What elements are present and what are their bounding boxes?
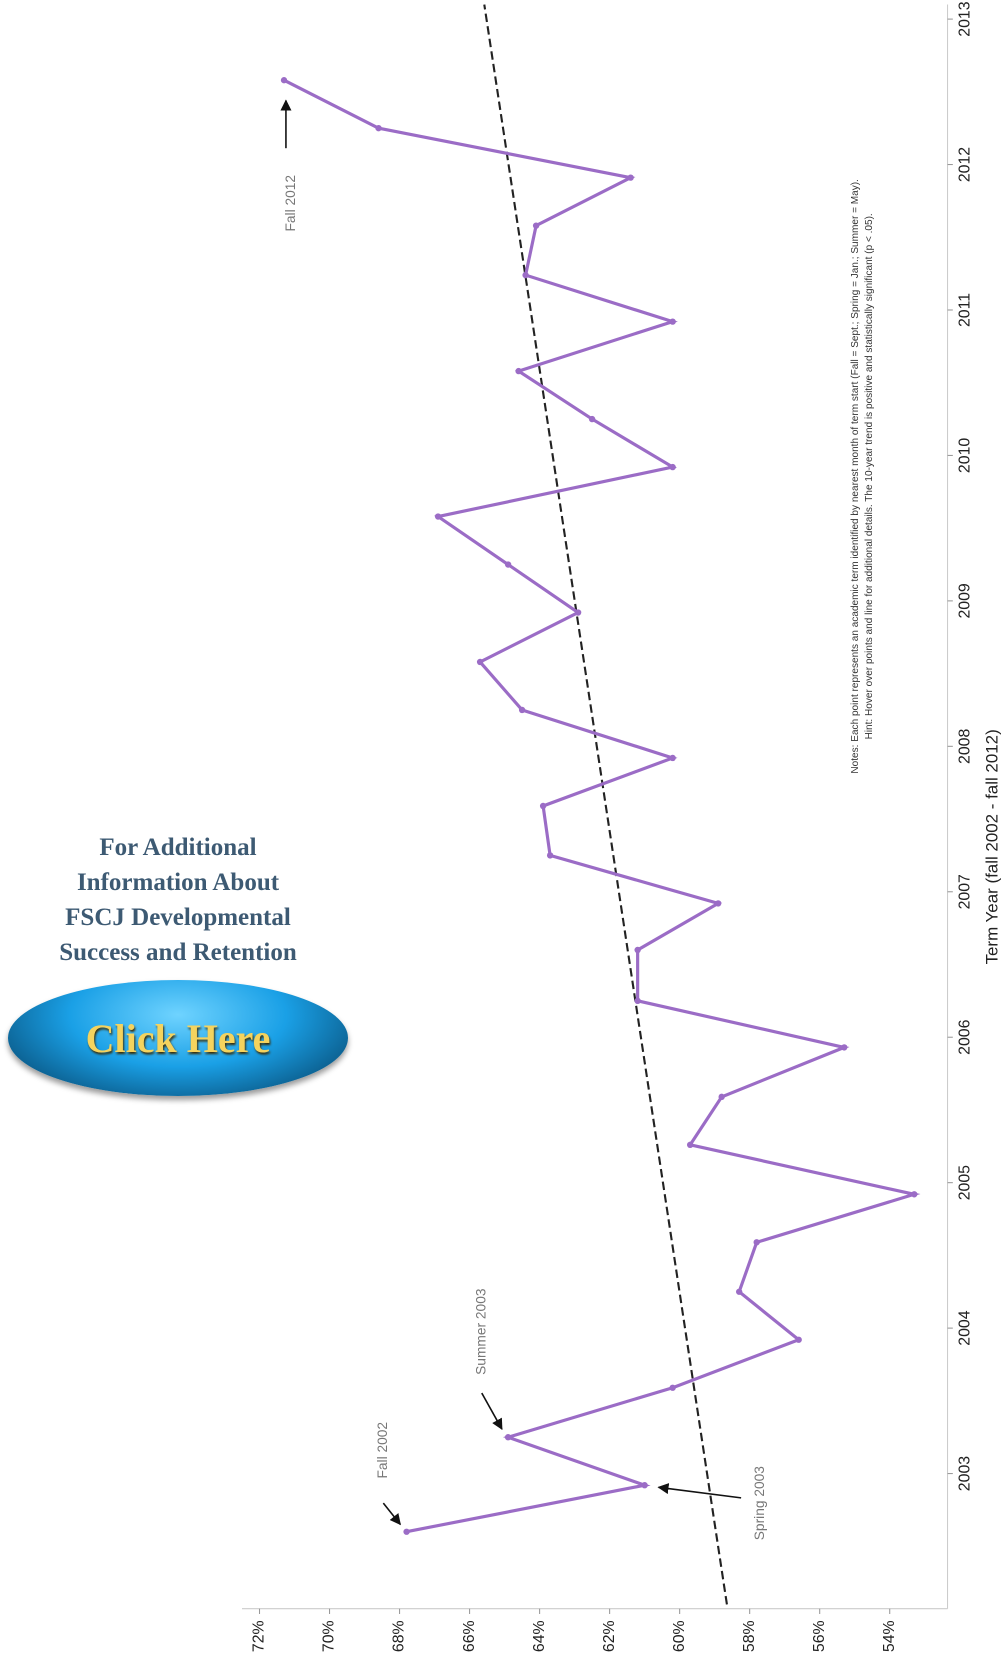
data-point bbox=[574, 609, 582, 616]
data-point bbox=[841, 1044, 848, 1051]
data-point bbox=[539, 802, 547, 810]
x-tick-label: 2003 bbox=[957, 1456, 974, 1491]
note: Hint: Hover over points and line for add… bbox=[864, 213, 875, 739]
sidebar-line: Success and Retention bbox=[59, 939, 297, 966]
x-tick-label: 2011 bbox=[957, 293, 974, 327]
data-point bbox=[434, 513, 442, 520]
data-point bbox=[718, 1093, 725, 1101]
annotation: Summer 2003 bbox=[473, 1288, 488, 1375]
data-point bbox=[476, 658, 484, 666]
y-tick-label: 64% bbox=[531, 1620, 548, 1652]
annotation-arrow bbox=[382, 1502, 401, 1526]
annotation: Spring 2003 bbox=[752, 1466, 767, 1541]
data-point bbox=[735, 1288, 743, 1295]
click-here-button[interactable]: Click Here bbox=[8, 980, 348, 1096]
trend-line bbox=[483, 4, 728, 1605]
y-tick-label: 58% bbox=[741, 1620, 758, 1652]
data-point bbox=[588, 415, 596, 423]
data-point bbox=[795, 1336, 802, 1343]
sidebar-text: For Additional Information About FSCJ De… bbox=[20, 830, 336, 970]
y-tick-label: 56% bbox=[811, 1620, 828, 1652]
data-point bbox=[686, 1141, 694, 1149]
data-point bbox=[504, 1434, 512, 1441]
data-point bbox=[669, 463, 676, 471]
annotation-arrow bbox=[657, 1483, 742, 1499]
sidebar-line: For Additional bbox=[99, 834, 257, 861]
data-point bbox=[518, 706, 526, 714]
y-tick-label: 60% bbox=[671, 1620, 688, 1652]
y-tick-label: 72% bbox=[251, 1620, 268, 1652]
x-tick-label: 2009 bbox=[957, 583, 974, 618]
sidebar-line: FSCJ Developmental bbox=[65, 904, 291, 931]
y-tick-label: 54% bbox=[881, 1620, 898, 1652]
note: Notes: Each point represents an academic… bbox=[850, 179, 861, 773]
data-point bbox=[641, 1482, 648, 1489]
x-tick-label: 2008 bbox=[957, 729, 974, 764]
data-point bbox=[669, 318, 676, 325]
y-tick-label: 68% bbox=[391, 1620, 408, 1652]
data-point bbox=[714, 900, 722, 907]
data-point bbox=[669, 1384, 676, 1391]
data-point bbox=[627, 174, 634, 181]
x-tick-label: 2006 bbox=[957, 1019, 974, 1054]
annotation-arrow bbox=[481, 1392, 503, 1431]
x-tick-label: 2010 bbox=[957, 438, 974, 473]
x-tick-label: 2004 bbox=[957, 1310, 974, 1345]
data-point bbox=[911, 1191, 918, 1198]
data-point bbox=[280, 77, 288, 84]
data-point bbox=[403, 1528, 410, 1535]
data-point bbox=[546, 852, 554, 859]
x-tick-label: 2007 bbox=[957, 874, 974, 909]
data-point bbox=[669, 754, 676, 762]
y-tick-label: 70% bbox=[321, 1620, 338, 1652]
data-line bbox=[283, 78, 921, 1534]
x-tick-label: 2012 bbox=[957, 147, 974, 182]
y-tick-label: 66% bbox=[461, 1620, 478, 1652]
data-point bbox=[504, 561, 512, 568]
button-label: Click Here bbox=[85, 1015, 271, 1061]
x-tick-label: 2013 bbox=[957, 1, 974, 36]
data-point bbox=[532, 222, 540, 229]
data-point bbox=[634, 997, 641, 1005]
y-tick-label: 62% bbox=[601, 1620, 618, 1652]
annotation: Fall 2002 bbox=[375, 1422, 390, 1479]
x-axis-title: Term Year (fall 2002 - fall 2012) bbox=[983, 729, 1002, 964]
data-point bbox=[634, 946, 641, 954]
x-tick-label: 2005 bbox=[957, 1165, 974, 1200]
data-point bbox=[522, 271, 529, 279]
data-point bbox=[515, 367, 522, 375]
data-point bbox=[375, 125, 382, 132]
annotation: Fall 2012 bbox=[283, 175, 298, 232]
sidebar-line: Information About bbox=[76, 869, 280, 896]
data-point bbox=[753, 1239, 760, 1246]
